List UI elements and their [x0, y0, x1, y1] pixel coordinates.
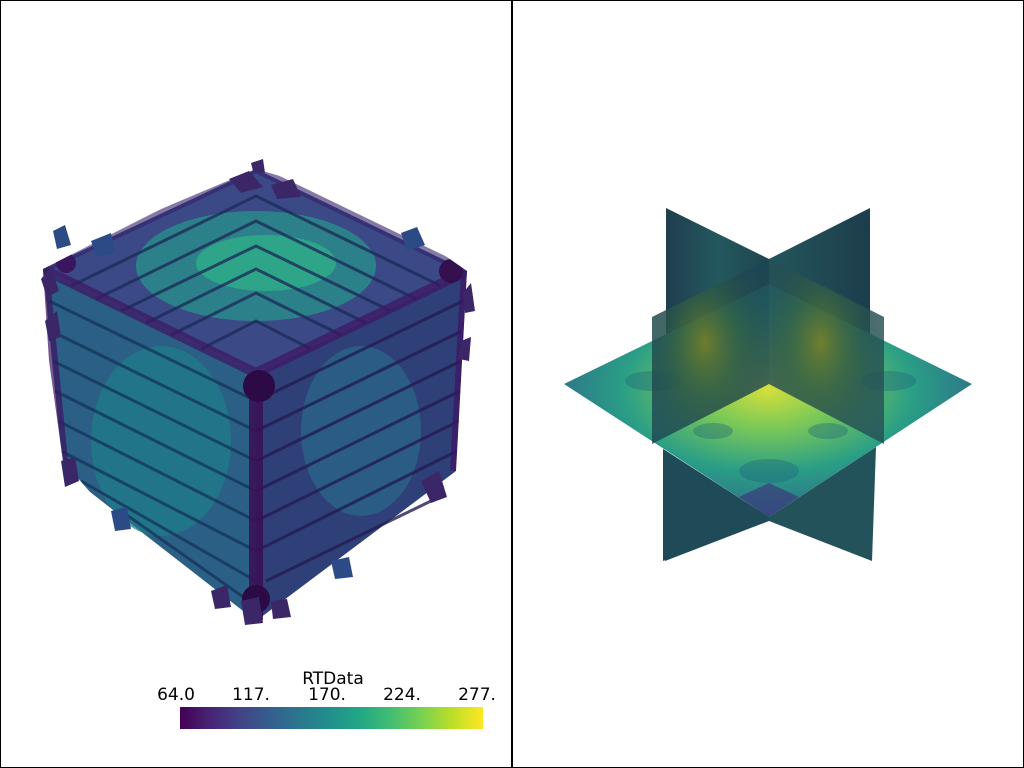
scalar-bar-tick-label: 170.	[308, 685, 346, 705]
scalar-bar-title: RTData	[302, 669, 364, 689]
slice-lower-right	[769, 447, 876, 561]
viewport-divider	[511, 0, 513, 768]
scalar-bar-tick-label: 64.0	[157, 685, 195, 705]
contour-render	[41, 159, 475, 625]
scalar-bar-tick-label: 117.	[232, 685, 270, 705]
slices-render	[564, 208, 972, 561]
contour-cube	[43, 169, 467, 621]
scalar-bar-tick-label: 224.	[383, 685, 421, 705]
left-viewport[interactable]: RTData 64.0 117. 170. 224. 277.	[1, 1, 511, 767]
right-viewport[interactable]	[513, 1, 1023, 767]
scalar-bar-colormap	[180, 707, 483, 729]
scalar-bar-tick-label: 277.	[458, 685, 496, 705]
